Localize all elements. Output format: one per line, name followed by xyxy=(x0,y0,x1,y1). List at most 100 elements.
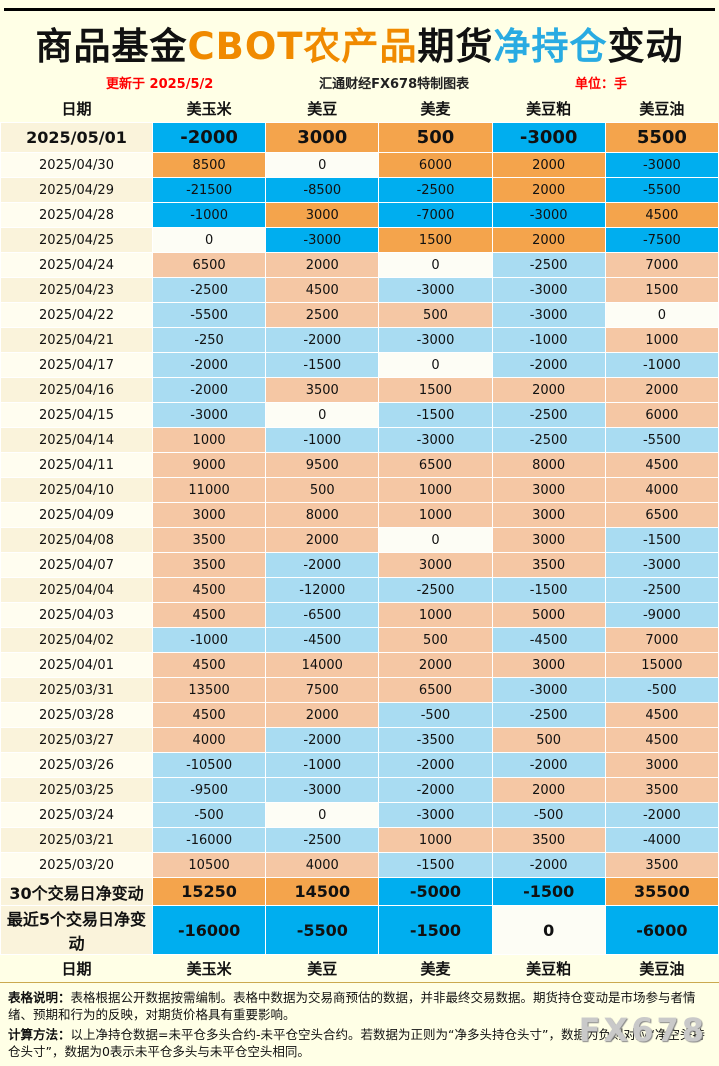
table-row: 2025/03/31 13500 7500 6500 -3000 -500 xyxy=(0,677,719,703)
value-cell: 500 xyxy=(378,122,493,153)
table-row: 2025/04/29 -21500 -8500 -2500 2000 -5500 xyxy=(0,177,719,203)
title-segment: CBOT农产品 xyxy=(187,25,418,68)
value-cell: 1000 xyxy=(378,477,493,503)
value-cell: -2500 xyxy=(604,577,719,603)
date-cell: 2025/04/16 xyxy=(0,377,153,403)
value-cell: 3500 xyxy=(491,827,606,853)
value-cell: 2000 xyxy=(265,702,380,728)
value-cell: 8000 xyxy=(265,502,380,528)
title-segment: 期货 xyxy=(417,25,494,68)
value-cell: 1500 xyxy=(604,277,719,303)
value-cell: 4000 xyxy=(151,727,267,753)
value-cell: -1000 xyxy=(151,627,267,653)
column-header: 日期 xyxy=(61,960,92,978)
value-cell: 3000 xyxy=(491,477,606,503)
value-cell: -3000 xyxy=(491,122,606,153)
value-cell: -2500 xyxy=(378,577,493,603)
value-cell: 15000 xyxy=(604,652,719,678)
value-cell: -2000 xyxy=(265,727,380,753)
meta-row: 更新于 2025/5/2 汇通财经FX678特制图表 单位：手 xyxy=(0,73,719,95)
date-cell: 2025/03/20 xyxy=(0,852,153,878)
column-header: 美豆粕 xyxy=(526,100,572,118)
value-cell: 1500 xyxy=(378,377,493,403)
value-cell: 0 xyxy=(378,252,493,278)
date-cell: 2025/04/07 xyxy=(0,552,153,578)
value-cell: -2000 xyxy=(378,752,493,778)
value-cell: -3000 xyxy=(604,552,719,578)
value-cell: -5500 xyxy=(604,427,719,453)
value-cell: -8500 xyxy=(265,177,380,203)
date-cell: 2025/03/25 xyxy=(0,777,153,803)
value-cell: -3000 xyxy=(378,277,493,303)
value-cell: 2000 xyxy=(491,227,606,253)
header-row: 日期 美玉米 美豆 美麦 美豆粕 美豆油 xyxy=(1,955,719,983)
value-cell: -2000 xyxy=(265,327,380,353)
title-segment: 商品基金 xyxy=(35,25,188,68)
value-cell: 9500 xyxy=(265,452,380,478)
value-cell: 0 xyxy=(265,402,380,428)
value-cell: 9000 xyxy=(151,452,267,478)
note-label: 计算方法： xyxy=(8,1026,71,1042)
column-header: 美玉米 xyxy=(186,960,232,978)
date-cell: 2025/04/02 xyxy=(0,627,153,653)
value-cell: -500 xyxy=(378,702,493,728)
value-cell: 4500 xyxy=(151,702,267,728)
table-row: 2025/03/24 -500 0 -3000 -500 -2000 xyxy=(0,802,719,828)
date-cell: 2025/04/28 xyxy=(0,202,153,228)
value-cell: -9500 xyxy=(151,777,267,803)
table-row: 2025/04/09 3000 8000 1000 3000 6500 xyxy=(0,502,719,528)
table-row: 2025/04/07 3500 -2000 3000 3500 -3000 xyxy=(0,552,719,578)
column-header: 美豆 xyxy=(307,100,338,118)
top-divider xyxy=(4,8,715,11)
value-cell: -1500 xyxy=(604,527,719,553)
value-cell: -7000 xyxy=(378,202,493,228)
table-row: 2025/04/15 -3000 0 -1500 -2500 6000 xyxy=(0,402,719,428)
value-cell: 1000 xyxy=(378,827,493,853)
date-cell: 2025/04/22 xyxy=(0,302,153,328)
column-header: 日期 xyxy=(61,100,92,118)
summary-value: 14500 xyxy=(265,877,380,906)
value-cell: 1000 xyxy=(151,427,267,453)
summary-value: -5000 xyxy=(378,877,493,906)
value-cell: 0 xyxy=(378,527,493,553)
value-cell: -1000 xyxy=(491,327,606,353)
date-cell: 2025/04/23 xyxy=(0,277,153,303)
value-cell: 4500 xyxy=(604,452,719,478)
table-row: 2025/04/23 -2500 4500 -3000 -3000 1500 xyxy=(0,277,719,303)
value-cell: -500 xyxy=(151,802,267,828)
date-cell: 2025/03/31 xyxy=(0,677,153,703)
summary-value: 0 xyxy=(491,905,606,955)
column-header: 美麦 xyxy=(420,960,451,978)
value-cell: -2500 xyxy=(151,277,267,303)
watermark: FX678 xyxy=(578,1011,707,1049)
table-foot: 日期 美玉米 美豆 美麦 美豆粕 美豆油 xyxy=(1,955,719,983)
value-cell: 6500 xyxy=(378,452,493,478)
value-cell: -500 xyxy=(491,802,606,828)
value-cell: 500 xyxy=(265,477,380,503)
value-cell: -2500 xyxy=(491,252,606,278)
source-label: 汇通财经FX678特制图表 xyxy=(319,77,470,92)
value-cell: 3500 xyxy=(604,777,719,803)
value-cell: 3500 xyxy=(265,377,380,403)
value-cell: 7000 xyxy=(604,252,719,278)
summary-label: 30个交易日净变动 xyxy=(0,877,153,906)
table-body: 2025/05/01 -2000 3000 500 -3000 5500 2025/04/3… xyxy=(0,122,719,955)
value-cell: -3500 xyxy=(378,727,493,753)
summary-value: 15250 xyxy=(151,877,267,906)
value-cell: 8500 xyxy=(151,152,267,178)
title-segment: 净持仓 xyxy=(493,25,608,68)
note: 表格说明：表格根据公开数据按需编制。表格中数据为交易商预估的数据，并非最终交易数… xyxy=(8,990,696,1023)
summary-row: 30个交易日净变动 15250 14500 -5000 -1500 35500 xyxy=(0,877,719,906)
date-cell: 2025/04/09 xyxy=(0,502,153,528)
column-header: 美豆 xyxy=(307,960,338,978)
positions-table: 日期 美玉米 美豆 美麦 美豆粕 美豆油 2025/05/01 -2000 3000 500 -3… xyxy=(0,95,719,982)
table-row: 2025/04/21 -250 -2000 -3000 -1000 1000 xyxy=(0,327,719,353)
value-cell: -12000 xyxy=(265,577,380,603)
value-cell: -2000 xyxy=(491,852,606,878)
table-row: 2025/04/25 0 -3000 1500 2000 -7500 xyxy=(0,227,719,253)
value-cell: 4500 xyxy=(604,727,719,753)
value-cell: -5500 xyxy=(151,302,267,328)
value-cell: 3500 xyxy=(491,552,606,578)
column-header: 美豆油 xyxy=(639,100,685,118)
updated-label: 更新于 2025/5/2 xyxy=(106,77,214,92)
